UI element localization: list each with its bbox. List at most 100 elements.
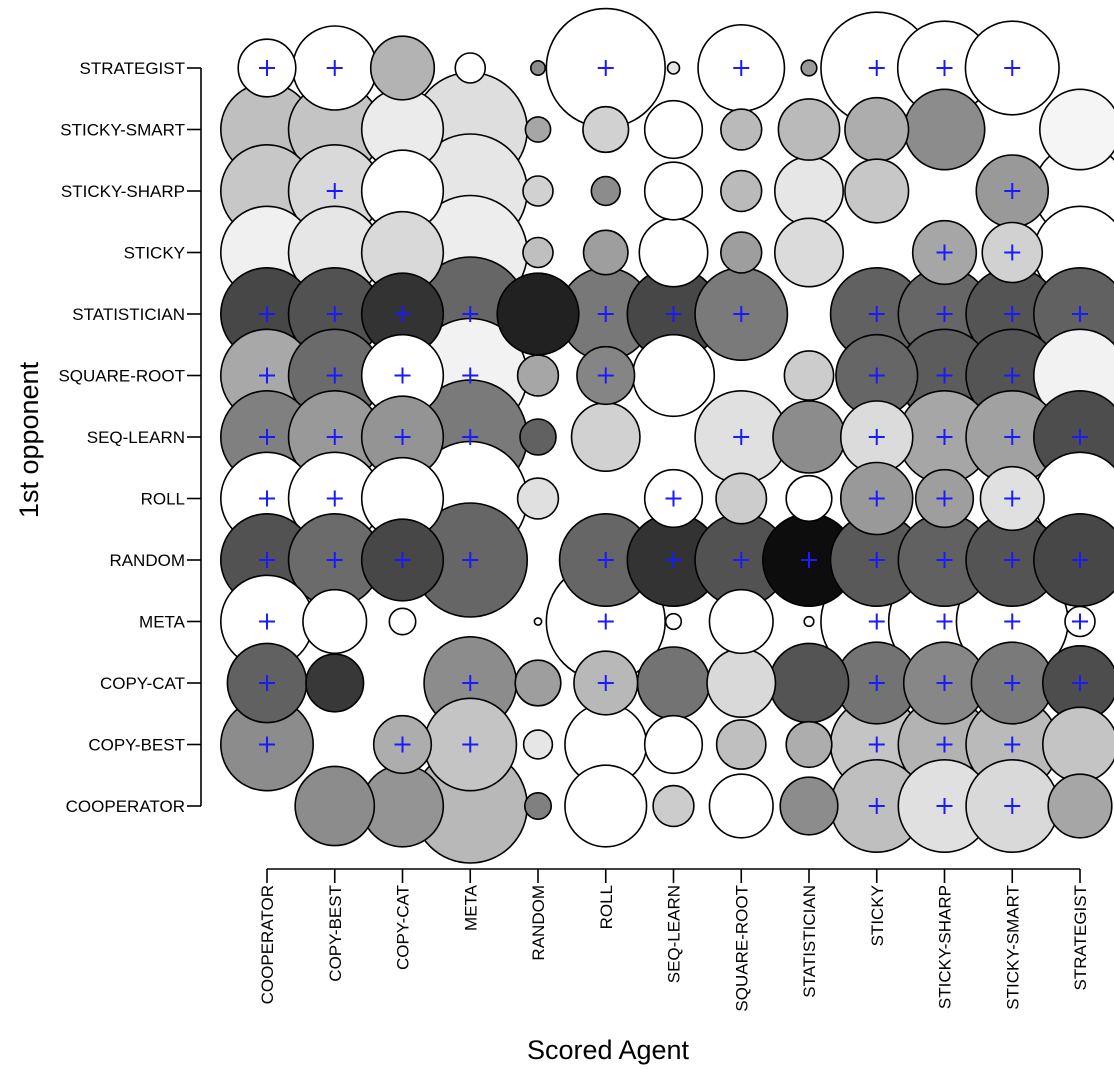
- significance-marker-seq-learn-vs-sticky: [868, 429, 885, 445]
- bubble-copy-cat-vs-copy-best: [305, 653, 365, 713]
- significance-marker-random-vs-cooperator: [259, 552, 275, 568]
- significance-marker-cooperator-vs-sticky-smart: [1004, 798, 1021, 814]
- bubble-seq-learn-vs-statistician: [772, 400, 846, 474]
- bubble-meta-vs-copy-best: [302, 588, 368, 655]
- bubble-cooperator-vs-copy-best: [294, 765, 376, 847]
- significance-marker-seq-learn-vs-meta: [462, 429, 479, 445]
- bubble-seq-learn-vs-roll: [570, 401, 641, 472]
- significance-marker-copy-cat-vs-sticky-smart: [1004, 675, 1021, 691]
- x-tick-label-statistician: STATISTICIAN: [800, 885, 819, 998]
- y-tick-label-sticky-smart: STICKY-SMART: [60, 121, 185, 140]
- significance-marker-seq-learn-vs-cooperator: [259, 429, 275, 445]
- significance-marker-random-vs-seq-learn: [665, 552, 682, 568]
- bubble-cooperator-vs-strategist: [1047, 773, 1113, 839]
- x-tick-label-meta: META: [461, 884, 480, 931]
- significance-marker-meta-vs-sticky: [868, 613, 885, 630]
- bubble-sticky-vs-seq-learn: [638, 217, 709, 288]
- bubble-sticky-smart-vs-seq-learn: [643, 99, 704, 160]
- significance-marker-roll-vs-copy-best: [326, 490, 343, 507]
- bubble-roll-vs-statistician: [785, 474, 833, 523]
- bubble-sticky-smart-vs-statistician: [777, 98, 841, 161]
- significance-marker-random-vs-sticky-smart: [1004, 552, 1021, 568]
- bubble-square-root-vs-random: [516, 354, 560, 397]
- significance-marker-square-root-vs-roll: [597, 367, 614, 384]
- significance-marker-copy-cat-vs-meta: [462, 675, 479, 691]
- bubble-meta-vs-square-root: [708, 588, 774, 655]
- y-tick-label-square-root: SQUARE-ROOT: [58, 367, 185, 386]
- significance-marker-seq-learn-vs-square-root: [733, 429, 750, 445]
- significance-marker-copy-best-vs-meta: [462, 736, 479, 753]
- significance-marker-roll-vs-sticky: [868, 490, 885, 507]
- significance-marker-strategist-vs-sticky-smart: [1004, 60, 1021, 76]
- x-tick-label-random: RANDOM: [529, 885, 548, 961]
- significance-marker-copy-best-vs-cooperator: [259, 736, 275, 753]
- x-tick-label-sticky: STICKY: [868, 885, 887, 946]
- x-tick-label-cooperator: COOPERATOR: [258, 885, 277, 1004]
- significance-marker-square-root-vs-meta: [462, 367, 479, 384]
- significance-marker-cooperator-vs-sticky-sharp: [936, 798, 953, 814]
- x-axis: COOPERATOR COPY-BEST COPY-CAT META RANDOM ROL…: [258, 868, 1090, 1012]
- significance-marker-meta-vs-roll: [597, 613, 614, 630]
- bubble-sticky-smart-vs-square-root: [720, 108, 763, 151]
- significance-marker-random-vs-strategist: [1072, 552, 1088, 568]
- significance-marker-statistician-vs-copy-best: [326, 306, 343, 322]
- significance-marker-statistician-vs-cooperator: [259, 306, 275, 322]
- bubble-sticky-smart-vs-sticky-sharp: [903, 88, 986, 171]
- y-tick-label-copy-cat: COPY-CAT: [100, 674, 185, 693]
- significance-marker-roll-vs-sticky-smart: [1004, 490, 1021, 507]
- significance-marker-seq-learn-vs-sticky-sharp: [936, 429, 953, 445]
- bubble-sticky-sharp-vs-seq-learn: [643, 161, 704, 221]
- significance-marker-copy-best-vs-sticky-smart: [1004, 736, 1021, 753]
- bubble-sticky-smart-vs-strategist: [1039, 88, 1114, 171]
- significance-marker-roll-vs-cooperator: [259, 490, 275, 507]
- significance-marker-sticky-vs-sticky-sharp: [936, 244, 953, 261]
- x-tick-label-copy-best: COPY-BEST: [326, 885, 345, 982]
- y-tick-label-strategist: STRATEGIST: [80, 59, 185, 78]
- bubble-strategist-vs-random: [529, 59, 546, 76]
- y-tick-label-roll: ROLL: [141, 490, 185, 509]
- significance-marker-square-root-vs-sticky-smart: [1004, 367, 1021, 384]
- bubble-cooperator-vs-statistician: [779, 776, 839, 836]
- significance-marker-copy-best-vs-copy-cat: [394, 736, 411, 753]
- bubble-copy-cat-vs-statistician: [768, 642, 850, 724]
- significance-marker-statistician-vs-roll: [597, 306, 614, 322]
- x-tick-label-strategist: STRATEGIST: [1071, 885, 1090, 990]
- significance-marker-statistician-vs-meta: [462, 306, 479, 322]
- significance-marker-statistician-vs-sticky: [868, 306, 885, 322]
- significance-marker-strategist-vs-copy-best: [326, 60, 343, 76]
- significance-marker-meta-vs-cooperator: [259, 613, 275, 630]
- bubble-sticky-smart-vs-sticky: [844, 96, 910, 163]
- y-tick-label-seq-learn: SEQ-LEARN: [87, 428, 185, 447]
- significance-marker-square-root-vs-copy-cat: [394, 367, 411, 384]
- bubble-sticky-vs-random: [522, 236, 554, 269]
- y-tick-label-statistician: STATISTICIAN: [72, 305, 185, 324]
- bubble-meta-vs-copy-cat: [388, 607, 417, 636]
- significance-marker-strategist-vs-roll: [597, 60, 614, 76]
- significance-marker-meta-vs-sticky-smart: [1004, 613, 1021, 630]
- significance-marker-meta-vs-sticky-sharp: [936, 613, 953, 630]
- bubble-sticky-sharp-vs-sticky: [844, 158, 910, 224]
- significance-marker-statistician-vs-sticky-smart: [1004, 306, 1021, 322]
- significance-marker-statistician-vs-strategist: [1072, 306, 1088, 322]
- significance-marker-random-vs-sticky-sharp: [936, 552, 953, 568]
- significance-marker-random-vs-copy-best: [326, 552, 343, 568]
- significance-marker-copy-cat-vs-cooperator: [259, 675, 275, 691]
- bubble-copy-cat-vs-seq-learn: [636, 646, 711, 720]
- significance-marker-seq-learn-vs-copy-best: [326, 429, 343, 445]
- significance-marker-square-root-vs-sticky-sharp: [936, 367, 953, 384]
- significance-marker-square-root-vs-cooperator: [259, 367, 275, 384]
- significance-marker-seq-learn-vs-strategist: [1072, 429, 1088, 445]
- y-tick-label-cooperator: COOPERATOR: [66, 797, 185, 816]
- significance-marker-random-vs-square-root: [733, 552, 750, 568]
- significance-marker-square-root-vs-copy-best: [326, 367, 343, 384]
- significance-marker-seq-learn-vs-sticky-smart: [1004, 429, 1021, 445]
- significance-marker-cooperator-vs-sticky: [868, 798, 885, 814]
- significance-marker-copy-best-vs-sticky: [868, 736, 885, 753]
- bubble-copy-best-vs-statistician: [785, 720, 833, 769]
- bubble-roll-vs-square-root: [715, 472, 768, 525]
- bubble-sticky-sharp-vs-random: [522, 175, 554, 207]
- bubble-copy-cat-vs-square-root: [706, 647, 777, 718]
- significance-marker-copy-cat-vs-strategist: [1072, 675, 1088, 691]
- bubble-sticky-smart-vs-random: [524, 116, 552, 143]
